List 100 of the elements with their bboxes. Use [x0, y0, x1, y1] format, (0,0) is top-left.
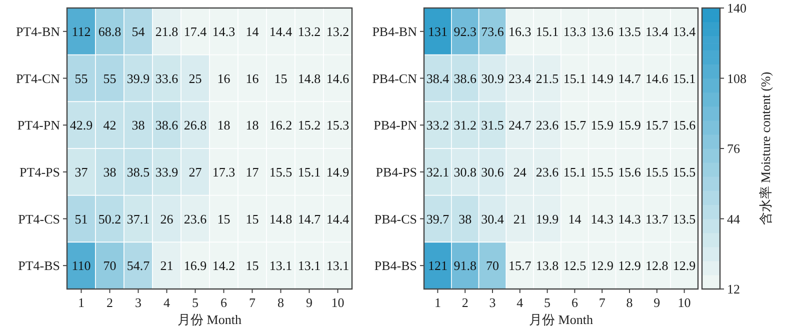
data-label: 15.6	[672, 118, 696, 133]
data-label: 14.6	[646, 70, 669, 86]
y-tick-label: PB4-BS	[374, 258, 417, 274]
data-label: 16	[217, 70, 231, 86]
x-tick-label: 9	[654, 295, 660, 310]
data-label: 12.9	[590, 258, 614, 274]
x-tick-label: 8	[626, 295, 633, 310]
data-label: 110	[72, 258, 91, 274]
data-label: 50.2	[98, 211, 122, 226]
data-label: 25	[188, 70, 202, 86]
color-bar-label: 76	[727, 141, 740, 156]
data-label: 13.1	[269, 258, 292, 274]
data-label: 21	[160, 258, 174, 274]
y-tick-label: PB4-PN	[374, 118, 418, 133]
x-axis-title: 月份 Month	[178, 312, 242, 326]
data-label: 17.3	[212, 164, 236, 180]
x-tick-label: 2	[462, 295, 468, 310]
data-label: 14.4	[326, 211, 350, 226]
data-label: 131	[428, 24, 448, 39]
data-label: 33.9	[155, 164, 178, 180]
data-label: 39.9	[126, 70, 150, 86]
data-label: 16.2	[269, 118, 292, 133]
data-label: 15.9	[590, 118, 614, 133]
data-label: 13.2	[326, 24, 350, 39]
data-label: 38.5	[126, 164, 150, 180]
data-label: 13.6	[590, 24, 614, 39]
data-label: 23.4	[508, 70, 532, 86]
data-label: 38	[132, 118, 145, 133]
data-label: 38.6	[454, 70, 477, 86]
data-label: 15.5	[646, 164, 668, 180]
data-label: 68.8	[98, 24, 122, 39]
data-label: 15.7	[508, 258, 532, 274]
data-label: 15.2	[298, 118, 321, 133]
x-tick-label: 2	[106, 295, 113, 310]
data-label: 15.1	[672, 70, 696, 86]
data-label: 14.7	[618, 70, 642, 86]
data-label: 30.8	[454, 164, 476, 180]
data-label: 38	[458, 211, 472, 226]
y-tick-label: PB4-CN	[372, 70, 418, 86]
data-label: 15.1	[536, 24, 559, 39]
data-label: 13.3	[563, 24, 586, 39]
data-label: 21	[513, 211, 526, 226]
data-label: 13.2	[298, 24, 321, 39]
y-tick-label: PT4-PS	[20, 164, 60, 180]
data-label: 14.6	[326, 70, 350, 86]
data-label: 37.1	[126, 211, 150, 226]
data-label: 24.7	[508, 118, 532, 133]
data-label: 18	[246, 118, 259, 133]
data-label: 39.7	[426, 211, 450, 226]
data-label: 13.1	[326, 258, 350, 274]
x-tick-label: 7	[249, 295, 256, 310]
data-label: 13.8	[536, 258, 559, 274]
data-label: 15.3	[326, 118, 350, 133]
x-tick-label: 5	[192, 295, 198, 310]
data-label: 31.5	[481, 118, 504, 133]
data-label: 13.5	[672, 211, 696, 226]
data-label: 38	[103, 164, 116, 180]
x-tick-label: 10	[331, 295, 344, 310]
data-label: 15	[274, 70, 288, 86]
data-label: 30.4	[481, 211, 504, 226]
data-label: 23.6	[536, 118, 560, 133]
x-tick-label: 3	[489, 295, 496, 310]
data-label: 31.2	[454, 118, 476, 133]
data-label: 54	[132, 24, 146, 39]
y-tick-label: PT4-BN	[16, 24, 61, 39]
data-label: 30.9	[481, 70, 504, 86]
data-label: 21.5	[536, 70, 559, 86]
data-label: 15.1	[298, 164, 321, 180]
data-label: 17	[246, 164, 260, 180]
data-label: 15.5	[590, 164, 614, 180]
data-label: 23.6	[536, 164, 560, 180]
x-tick-label: 7	[598, 295, 606, 310]
data-label: 91.8	[454, 258, 476, 274]
x-axis-title: 月份 Month	[529, 312, 594, 326]
data-label: 19.9	[536, 211, 559, 226]
data-label: 21.8	[155, 24, 178, 39]
data-label: 26	[160, 211, 174, 226]
data-label: 15.1	[563, 164, 586, 180]
y-tick-label: PB4-PS	[376, 164, 417, 180]
color-bar-label: 140	[727, 0, 746, 16]
y-tick-label: PT4-CS	[18, 211, 60, 226]
data-label: 13.7	[646, 211, 669, 226]
data-label: 15.7	[563, 118, 587, 133]
data-label: 54.7	[126, 258, 150, 274]
data-label: 121	[428, 258, 448, 274]
data-label: 14.3	[590, 211, 614, 226]
data-label: 12.9	[672, 258, 696, 274]
data-label: 73.6	[481, 24, 504, 39]
data-label: 42.9	[70, 118, 93, 133]
y-tick-label: PB4-CS	[374, 211, 417, 226]
data-label: 16.3	[508, 24, 532, 39]
data-label: 17.4	[184, 24, 208, 39]
data-label: 14.8	[298, 70, 321, 86]
data-label: 14.4	[269, 24, 293, 39]
data-label: 13.4	[646, 24, 669, 39]
data-label: 15.5	[269, 164, 292, 180]
data-label: 14.8	[269, 211, 292, 226]
data-label: 23.6	[184, 211, 208, 226]
x-tick-label: 5	[544, 295, 551, 310]
color-bar-label: 108	[727, 70, 746, 86]
